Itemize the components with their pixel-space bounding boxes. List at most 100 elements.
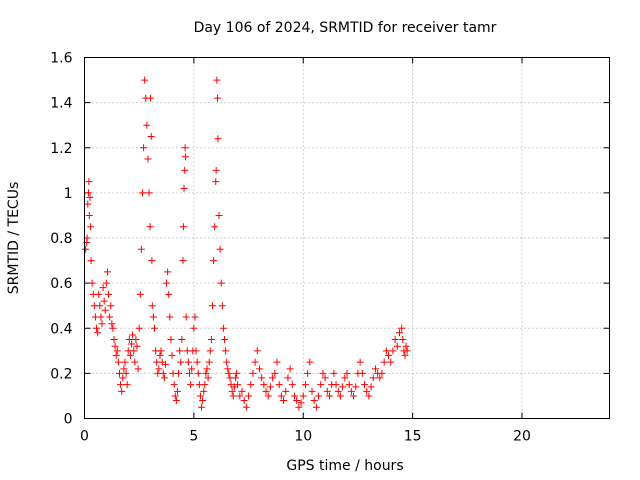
data-point (170, 381, 178, 389)
x-tick-label: 15 (404, 429, 422, 445)
data-point (99, 284, 107, 292)
data-point (147, 94, 155, 102)
data-point (356, 358, 364, 366)
data-point (334, 387, 342, 395)
data-point (151, 324, 158, 332)
data-point (186, 369, 193, 377)
data-point (204, 374, 212, 382)
data-point (111, 342, 119, 350)
data-point (146, 223, 154, 231)
data-point (238, 387, 246, 395)
data-point (180, 184, 188, 192)
data-point (245, 392, 253, 400)
data-point (156, 351, 164, 359)
data-point (166, 313, 174, 321)
data-point (361, 381, 368, 389)
data-point (212, 166, 220, 174)
data-point (194, 369, 202, 377)
data-point (201, 381, 209, 389)
data-point (398, 324, 406, 332)
data-point (116, 369, 123, 377)
data-point (198, 403, 206, 411)
data-point (343, 369, 351, 377)
data-point (214, 94, 221, 102)
data-point (118, 387, 126, 395)
data-point (113, 347, 121, 355)
data-point (144, 155, 152, 163)
data-point (396, 329, 403, 337)
data-point (101, 306, 109, 314)
data-point (391, 336, 399, 344)
data-point (206, 347, 214, 355)
data-point (129, 331, 137, 339)
data-point (269, 374, 277, 382)
data-point (85, 211, 93, 219)
data-point (98, 320, 106, 328)
data-point (179, 223, 187, 231)
data-point (219, 324, 227, 332)
data-point (143, 121, 151, 129)
x-tick-label: 0 (80, 429, 89, 445)
data-point (341, 374, 349, 382)
data-point (200, 387, 208, 395)
data-point (301, 381, 309, 389)
data-point (205, 358, 213, 366)
data-point (242, 403, 250, 411)
data-point (148, 302, 156, 310)
x-tick-label: 10 (294, 429, 312, 445)
data-point (149, 313, 157, 321)
data-point (258, 374, 266, 382)
y-tick-label: 0.2 (50, 366, 72, 382)
data-point (84, 200, 92, 208)
data-point (109, 324, 117, 332)
data-point (393, 342, 401, 350)
data-point (262, 387, 270, 395)
data-point (182, 313, 190, 321)
data-point (222, 347, 230, 355)
x-tick-label: 20 (513, 429, 531, 445)
data-point (295, 403, 303, 411)
data-point (228, 387, 236, 395)
data-point (236, 392, 244, 400)
data-point (103, 268, 111, 276)
data-point (134, 365, 142, 373)
data-point (332, 381, 340, 389)
data-point (214, 135, 222, 143)
data-point (401, 351, 409, 359)
data-point (323, 387, 331, 395)
data-point (317, 381, 325, 389)
data-point (403, 347, 411, 355)
data-point (215, 211, 223, 219)
x-tick-label: 5 (189, 429, 198, 445)
data-point (288, 381, 296, 389)
data-point (188, 365, 196, 373)
data-point (306, 358, 314, 366)
data-point (110, 336, 118, 344)
data-point (378, 369, 386, 377)
data-point (177, 358, 185, 366)
data-point (234, 381, 242, 389)
data-point (229, 392, 237, 400)
data-point (145, 189, 153, 197)
data-point (123, 381, 131, 389)
data-point (97, 313, 105, 321)
data-point (164, 268, 172, 276)
data-point (179, 257, 187, 265)
data-point (277, 392, 285, 400)
data-point (193, 358, 201, 366)
data-point (147, 132, 155, 140)
data-point (336, 392, 344, 400)
data-point (319, 369, 327, 377)
x-axis-label: GPS time / hours (286, 458, 403, 474)
data-point (135, 324, 143, 332)
data-point (203, 365, 211, 373)
data-point (260, 381, 268, 389)
data-point (86, 193, 94, 201)
data-point (280, 396, 288, 404)
data-point (223, 358, 231, 366)
chart-title: Day 106 of 2024, SRMTID for receiver tam… (194, 20, 497, 36)
data-point (117, 381, 125, 389)
data-point (216, 245, 224, 253)
data-point (315, 392, 323, 400)
y-tick-label: 1.4 (50, 96, 72, 112)
